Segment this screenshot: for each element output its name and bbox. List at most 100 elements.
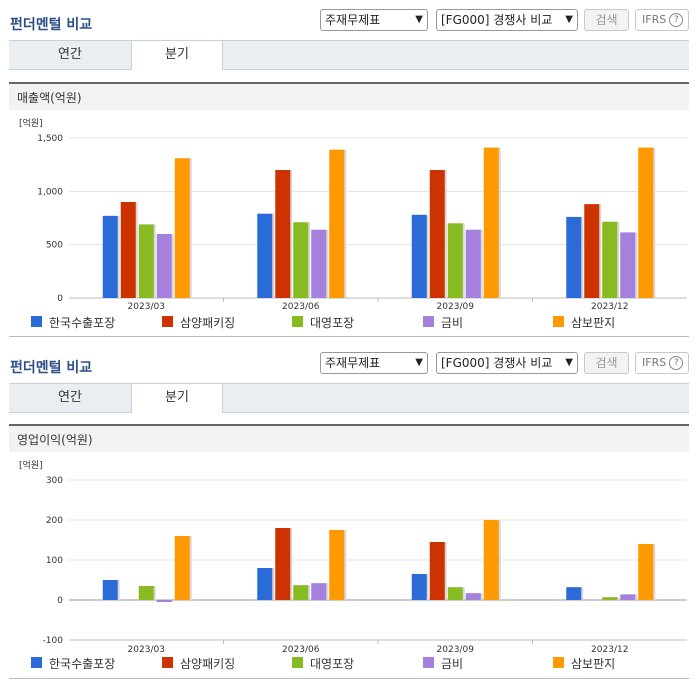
bar bbox=[293, 585, 309, 600]
x-tick-label: 2023/09 bbox=[437, 645, 475, 655]
statement-select[interactable]: 주재무제표 ▼ bbox=[320, 352, 428, 374]
x-tick-label: 2023/12 bbox=[591, 302, 628, 312]
section-title: 펀더멘털 비교 bbox=[10, 360, 93, 376]
compare-select-value: [FG000] 경쟁사 비교 bbox=[441, 356, 553, 370]
legend-swatch bbox=[423, 316, 434, 327]
help-icon: ? bbox=[669, 356, 684, 370]
bar bbox=[483, 147, 499, 298]
divider bbox=[9, 678, 689, 679]
legend-label: 한국수출포장 bbox=[49, 657, 116, 671]
bar bbox=[275, 528, 291, 600]
fundamental-section-2: 펀더멘털 비교 주재무제표 ▼ [FG000] 경쟁사 비교 ▼ 검색 IFRS… bbox=[0, 342, 696, 684]
bar bbox=[311, 583, 327, 600]
unit-label: [억원] bbox=[19, 459, 43, 471]
legend-label: 대영포장 bbox=[310, 316, 355, 330]
legend-label: 삼양패키징 bbox=[180, 657, 236, 671]
compare-select[interactable]: [FG000] 경쟁사 비교 ▼ bbox=[436, 352, 578, 374]
x-tick-label: 2023/03 bbox=[128, 645, 165, 655]
x-tick-label: 2023/12 bbox=[591, 645, 628, 655]
bar bbox=[329, 530, 345, 600]
compare-select[interactable]: [FG000] 경쟁사 비교 ▼ bbox=[436, 9, 578, 31]
bar bbox=[174, 158, 190, 298]
period-tabs: 연간 분기 bbox=[9, 383, 689, 413]
x-tick-label: 2023/06 bbox=[282, 645, 320, 655]
bar bbox=[566, 587, 582, 600]
bar bbox=[257, 213, 273, 298]
x-tick-label: 2023/06 bbox=[282, 302, 320, 312]
x-tick-label: 2023/03 bbox=[128, 302, 165, 312]
bar bbox=[102, 580, 118, 600]
bar bbox=[138, 224, 154, 298]
x-tick-label: 2023/09 bbox=[437, 302, 475, 312]
bar bbox=[602, 597, 618, 600]
compare-select-value: [FG000] 경쟁사 비교 bbox=[441, 13, 553, 27]
statement-select-value: 주재무제표 bbox=[325, 356, 381, 370]
bar bbox=[447, 223, 463, 298]
help-icon: ? bbox=[669, 13, 684, 27]
chevron-down-icon: ▼ bbox=[415, 357, 423, 368]
legend-label: 삼양패키징 bbox=[180, 316, 236, 330]
section-title: 펀더멘털 비교 bbox=[10, 17, 93, 33]
legend-label: 삼보판지 bbox=[571, 657, 616, 671]
bar bbox=[311, 229, 327, 298]
legend-label: 한국수출포장 bbox=[49, 316, 116, 330]
tab-annual[interactable]: 연간 bbox=[58, 47, 82, 62]
bar bbox=[429, 542, 445, 600]
bar bbox=[602, 221, 618, 298]
chevron-down-icon: ▼ bbox=[565, 357, 573, 368]
unit-label: [억원] bbox=[19, 117, 43, 129]
y-tick-label: 0 bbox=[57, 596, 63, 606]
legend-swatch bbox=[162, 316, 173, 327]
chevron-down-icon: ▼ bbox=[415, 14, 423, 25]
bar bbox=[102, 215, 118, 298]
legend-label: 삼보판지 bbox=[571, 316, 616, 330]
legend-label: 금비 bbox=[441, 316, 464, 330]
period-tabs: 연간 분기 bbox=[9, 40, 689, 70]
chart-legend: 한국수출포장 삼양패키징 대영포장 금비 삼보판지 bbox=[31, 655, 671, 671]
search-button[interactable]: 검색 bbox=[584, 9, 629, 31]
bar bbox=[293, 222, 309, 298]
y-tick-label: -100 bbox=[43, 636, 64, 646]
legend-swatch bbox=[162, 657, 173, 668]
operating-profit-chart: [억원] -100 0 100 200 300 2023/03 2023/06 2023/09 2… bbox=[19, 459, 687, 655]
ifrs-button[interactable]: IFRS? bbox=[635, 352, 689, 374]
bar bbox=[620, 594, 636, 600]
legend-swatch bbox=[553, 316, 564, 327]
bar bbox=[275, 170, 291, 298]
y-tick-label: 0 bbox=[57, 294, 63, 304]
tab-annual[interactable]: 연간 bbox=[58, 390, 82, 405]
revenue-chart: [억원] 0 500 1,000 1,500 2023/03 2023/06 2023/09 2… bbox=[19, 117, 687, 312]
tab-quarterly[interactable]: 분기 bbox=[131, 384, 223, 413]
tab-quarterly[interactable]: 분기 bbox=[131, 41, 223, 70]
statement-select-value: 주재무제표 bbox=[325, 13, 381, 27]
legend-swatch bbox=[292, 316, 303, 327]
bar bbox=[120, 202, 136, 298]
bar bbox=[620, 232, 636, 298]
chart-legend: 한국수출포장 삼양패키징 대영포장 금비 삼보판지 bbox=[31, 314, 671, 330]
y-tick-label: 100 bbox=[46, 556, 63, 566]
fundamental-section-1: 펀더멘털 비교 주재무제표 ▼ [FG000] 경쟁사 비교 ▼ 검색 IFRS… bbox=[9, 9, 689, 337]
statement-select[interactable]: 주재무제표 ▼ bbox=[320, 9, 428, 31]
bar bbox=[329, 149, 345, 298]
bar bbox=[638, 544, 654, 600]
legend-swatch bbox=[292, 657, 303, 668]
bar bbox=[429, 170, 445, 298]
y-tick-label: 1,000 bbox=[37, 187, 63, 197]
bar bbox=[465, 229, 481, 298]
legend-swatch bbox=[423, 657, 434, 668]
ifrs-label: IFRS bbox=[642, 356, 667, 369]
bar bbox=[566, 216, 582, 298]
ifrs-button[interactable]: IFRS? bbox=[635, 9, 689, 31]
bar bbox=[411, 574, 427, 600]
bar bbox=[447, 587, 463, 600]
bar bbox=[156, 600, 172, 602]
search-button[interactable]: 검색 bbox=[584, 352, 629, 374]
chart-title: 영업이익(억원) bbox=[9, 424, 689, 452]
chart-title: 매출액(억원) bbox=[9, 82, 689, 110]
ifrs-label: IFRS bbox=[642, 13, 667, 26]
bar bbox=[483, 520, 499, 600]
chevron-down-icon: ▼ bbox=[565, 14, 573, 25]
legend-swatch bbox=[553, 657, 564, 668]
legend-swatch bbox=[31, 316, 42, 327]
y-tick-label: 300 bbox=[46, 476, 63, 486]
